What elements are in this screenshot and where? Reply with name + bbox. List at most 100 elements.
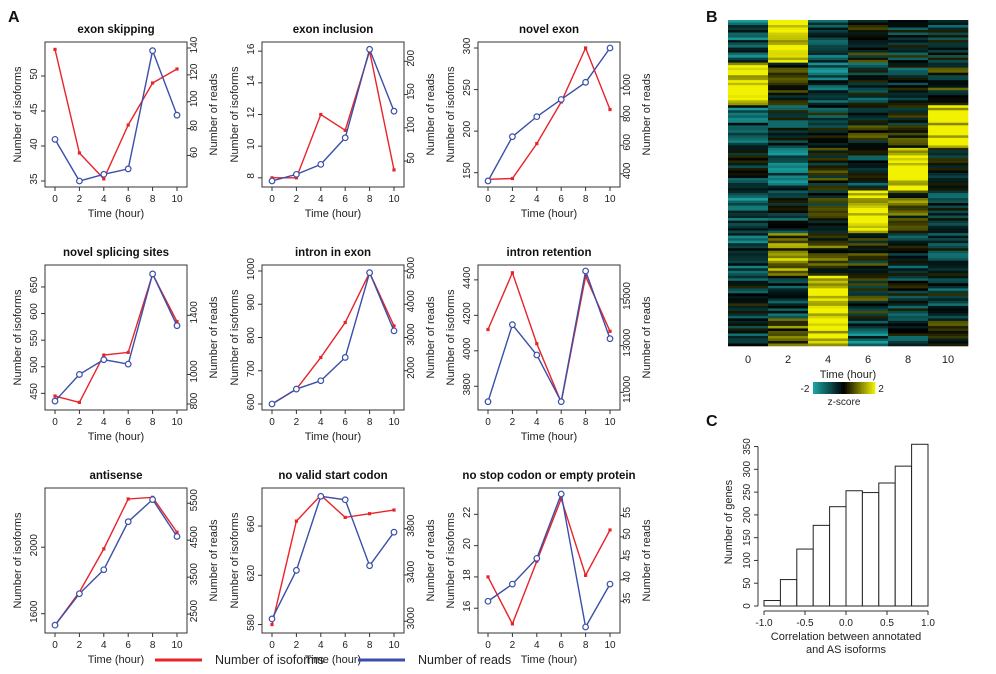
heatmap-cell <box>928 110 969 114</box>
isoforms-point <box>175 319 179 324</box>
heatmap-cell <box>808 238 849 241</box>
heatmap-cell <box>768 205 809 209</box>
heatmap-cell <box>728 273 769 277</box>
heatmap-cell <box>888 97 929 101</box>
histogram-x-tick-label: -0.5 <box>796 618 814 629</box>
heatmap-cell <box>928 50 969 53</box>
y2-tick-label: 100 <box>189 90 200 107</box>
heatmap-cell <box>848 97 889 101</box>
heatmap-cell <box>768 338 809 342</box>
heatmap-cell <box>808 235 849 239</box>
heatmap-cell <box>728 343 769 347</box>
heatmap-x-tick-label: 4 <box>825 354 831 366</box>
heatmap-cell <box>808 253 849 257</box>
heatmap-cell <box>928 218 969 221</box>
heatmap-cell <box>928 57 969 61</box>
heatmap-cell <box>888 233 929 236</box>
heatmap-cell <box>928 325 969 329</box>
heatmap-cell <box>768 300 809 304</box>
heatmap-cell <box>848 152 889 156</box>
heatmap-cell <box>888 40 929 43</box>
heatmap-cell <box>928 115 969 119</box>
heatmap-cell <box>928 172 969 176</box>
heatmap-cell <box>928 82 969 86</box>
heatmap-cell <box>768 107 809 111</box>
heatmap-cell <box>888 328 929 332</box>
heatmap-cell <box>888 340 929 344</box>
colorbar-segment <box>871 382 874 394</box>
heatmap-cell <box>808 338 849 342</box>
colorbar-segment <box>865 382 868 394</box>
x-tick-label: 2 <box>510 640 516 651</box>
heatmap-cell <box>808 137 849 141</box>
heatmap-cell <box>928 295 969 299</box>
heatmap-cell <box>928 193 969 196</box>
y-axis-label: Number of isoforms <box>12 289 24 385</box>
heatmap-cell <box>888 55 929 58</box>
heatmap-cell <box>768 290 809 294</box>
heatmap-cell <box>768 235 809 239</box>
reads-point <box>293 385 300 393</box>
y-tick-label: 50 <box>29 68 40 80</box>
heatmap-cell <box>848 190 889 194</box>
isoforms-point <box>368 512 372 516</box>
heatmap-cell <box>928 70 969 73</box>
heatmap-cell <box>928 213 969 216</box>
heatmap-cell <box>888 32 929 36</box>
heatmap-cell <box>768 85 809 89</box>
x-tick-label: 2 <box>77 640 83 651</box>
heatmap-cell <box>928 278 969 282</box>
heatmap-cell <box>848 210 889 214</box>
reads-point <box>75 177 83 185</box>
heatmap-cell <box>808 225 849 229</box>
heatmap-cell <box>768 253 809 257</box>
series-isoforms-line <box>272 50 395 179</box>
heatmap-cell <box>728 318 769 322</box>
heatmap-cell <box>928 285 969 289</box>
heatmap-cell <box>768 47 809 51</box>
y2-axis-label: Number of reads <box>425 519 437 601</box>
heatmap-cell <box>728 62 769 66</box>
heatmap-cell <box>928 77 969 81</box>
heatmap-cell <box>728 303 769 307</box>
x-tick-label: 10 <box>604 194 616 205</box>
y2-tick-label: 1400 <box>189 301 200 324</box>
heatmap-x-tick-label: 0 <box>745 354 751 366</box>
series-reads-line <box>271 495 395 620</box>
heatmap-cell <box>888 243 929 246</box>
heatmap-cell <box>728 145 769 149</box>
heatmap-cell <box>888 285 929 289</box>
heatmap-cell <box>888 135 929 139</box>
heatmap-cell <box>888 77 929 81</box>
heatmap-cell <box>888 320 929 324</box>
isoforms-point <box>102 177 106 181</box>
plot-frame <box>261 264 405 411</box>
heatmap-cell <box>728 280 769 284</box>
reads-point <box>51 621 59 629</box>
heatmap-cell <box>928 65 969 68</box>
x-tick-label: 4 <box>318 640 324 651</box>
histogram-x-tick-label: 0.5 <box>880 618 894 629</box>
heatmap-cell <box>888 147 929 151</box>
colorbar-segment <box>845 382 848 394</box>
heatmap-cell <box>848 175 889 179</box>
isoforms-point <box>102 353 106 357</box>
heatmap-cell <box>728 183 769 186</box>
heatmap-cell <box>928 255 969 259</box>
heatmap-cell <box>728 293 769 297</box>
heatmap-cell <box>728 340 769 344</box>
heatmap-cell <box>768 80 809 83</box>
y-tick-label: 14 <box>246 75 257 87</box>
heatmap-cell <box>808 255 849 259</box>
heatmap-cell <box>768 245 809 249</box>
heatmap-cell <box>728 195 769 199</box>
heatmap-cell <box>848 167 889 171</box>
heatmap-cell <box>848 140 889 144</box>
y-tick-label: 8 <box>246 173 257 179</box>
heatmap-cell <box>928 145 969 149</box>
heatmap-cell <box>768 323 809 327</box>
y2-tick-label: 55 <box>622 506 633 518</box>
heatmap-cell <box>768 210 809 214</box>
heatmap-cell <box>928 125 969 129</box>
heatmap-cell <box>768 260 809 264</box>
